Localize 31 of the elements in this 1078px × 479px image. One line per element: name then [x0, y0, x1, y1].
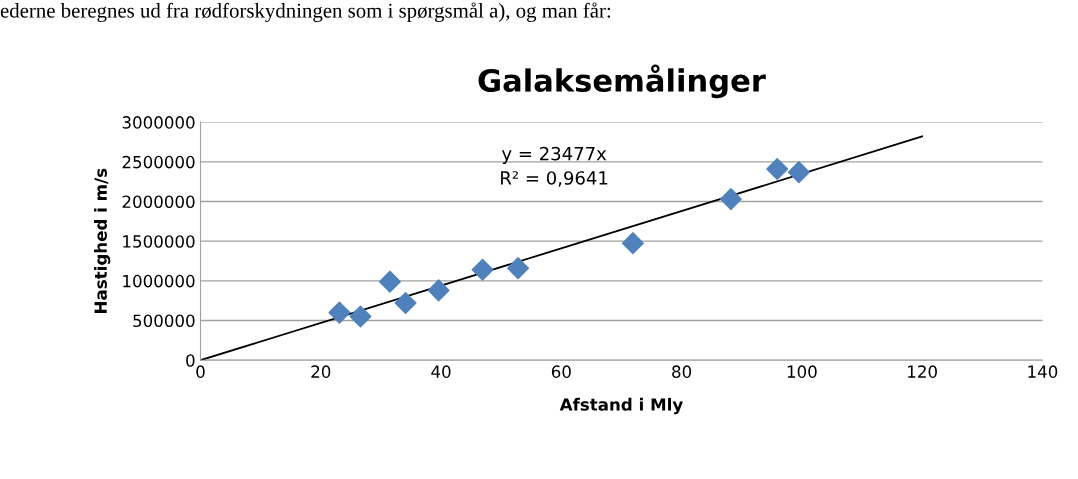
y-tick-label: 500000: [133, 314, 195, 328]
point: [787, 161, 810, 184]
point: [471, 258, 494, 281]
point: [427, 279, 450, 302]
point: [766, 157, 789, 180]
y-axis-title: Hastighed i m/s: [94, 168, 111, 313]
chart-title: Galaksemålinger: [478, 64, 766, 99]
point: [394, 292, 417, 315]
x-tick-label: 20: [311, 365, 331, 378]
point: [378, 270, 401, 293]
text: ederne beregnes ud fra rødforskydningen som i spørgsmål a), og man får:: [0, 2, 611, 22]
x-tick-label: 40: [431, 365, 451, 378]
x-tick-label: 140: [1028, 365, 1058, 378]
y-tick-label: 1000000: [123, 274, 195, 288]
x-axis-title: Afstand i Mly: [559, 397, 683, 415]
point: [621, 232, 644, 255]
point: [719, 188, 742, 211]
x-tick-label: 100: [787, 365, 817, 378]
y-tick-label: 1500000: [123, 235, 195, 248]
x-tick-label: 60: [551, 365, 571, 378]
point: [328, 301, 351, 324]
y-tick-label: 2500000: [122, 155, 195, 169]
x-tick-label: 80: [672, 365, 692, 378]
point: [507, 257, 530, 280]
annotation: y = 23477x R² = 0,9641: [501, 146, 608, 187]
x-tick-label: 120: [908, 365, 937, 378]
point: [349, 305, 372, 328]
y-tick-label: 0: [186, 354, 195, 367]
y-tick-label: 3000000: [122, 116, 195, 129]
y-tick-label: 2000000: [122, 195, 195, 209]
x-tick-label: 0: [196, 365, 205, 378]
